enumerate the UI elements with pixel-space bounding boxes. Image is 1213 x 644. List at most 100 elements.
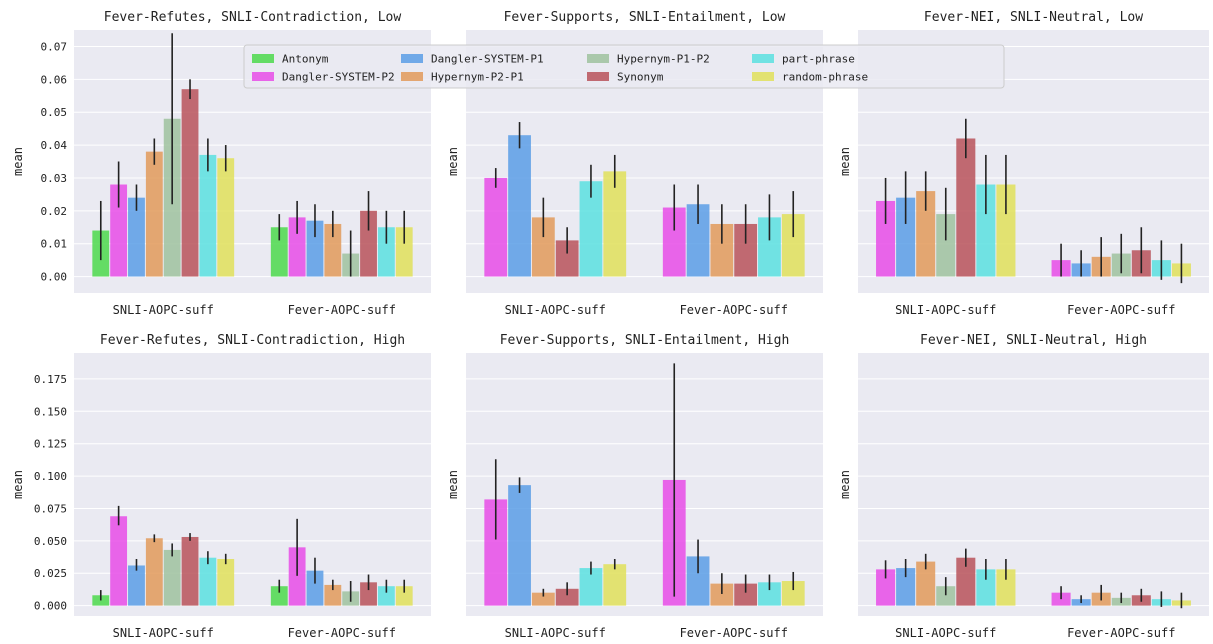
legend-entry-dangler-system-p2: Dangler-SYSTEM-P2	[282, 71, 395, 84]
y-tick-label: 0.03	[41, 172, 68, 185]
bar-random-phrase	[395, 227, 413, 277]
bar-dangler-system-p1	[508, 135, 531, 277]
y-axis-label: mean	[446, 147, 460, 176]
bar-part-phrase	[758, 217, 781, 277]
bar-random-phrase	[603, 171, 627, 277]
bar-hypernym-p2-p1	[531, 217, 555, 277]
bar-part-phrase	[377, 227, 395, 277]
y-axis-label: mean	[11, 147, 25, 176]
bar-dangler-system-p2	[876, 200, 896, 277]
x-category-label: Fever-AOPC-suff	[288, 626, 396, 640]
bar-dangler-system-p2	[288, 547, 306, 606]
bar-synonym	[360, 210, 377, 277]
legend-entry-antonym: Antonym	[282, 53, 329, 66]
y-tick-label: 0.025	[34, 567, 67, 580]
bar-hypernym-p1-p2	[936, 586, 956, 606]
legend-swatch-random-phrase	[752, 72, 774, 81]
bar-part-phrase	[758, 582, 781, 606]
legend-swatch-synonym	[587, 72, 609, 81]
x-category-label: SNLI-AOPC-suff	[505, 626, 606, 640]
legend-entry-random-phrase: random-phrase	[782, 71, 868, 84]
bar-dangler-system-p1	[306, 220, 324, 277]
chart-title: Fever-NEI, SNLI-Neutral, Low	[924, 10, 1143, 25]
y-axis-label: mean	[11, 470, 25, 499]
bar-part-phrase	[199, 557, 217, 606]
bar-hypernym-p2-p1	[145, 151, 163, 277]
chart-panel-4: 0.000 0.025 0.050 0.075 0.100 0.125 0.150 0.175…	[11, 333, 431, 640]
plot-background	[74, 353, 431, 616]
bar-hypernym-p2-p1	[916, 561, 936, 606]
y-tick-label: 0.00	[41, 271, 68, 284]
bar-dangler-system-p2	[484, 499, 508, 606]
bar-dangler-system-p1	[306, 570, 324, 606]
bar-hypernym-p2-p1	[916, 191, 936, 277]
bar-dangler-system-p2	[662, 207, 686, 277]
y-tick-label: 0.02	[41, 205, 68, 218]
legend-entry-synonym: Synonym	[617, 71, 664, 84]
bar-random-phrase	[395, 586, 413, 606]
bar-part-phrase	[579, 568, 603, 606]
x-category-label: SNLI-AOPC-suff	[895, 303, 996, 317]
legend-entry-hypernym-p1-p2: Hypernym-P1-P2	[617, 53, 710, 66]
legend-entry-part-phrase: part-phrase	[782, 53, 855, 66]
chart-title: Fever-Refutes, SNLI-Contradiction, High	[100, 333, 405, 348]
bar-part-phrase	[976, 569, 996, 606]
bar-part-phrase	[976, 184, 996, 277]
chart-panel-5: Fever-Supports, SNLI-Entailment, High mea…	[446, 333, 823, 640]
bar-dangler-system-p1	[686, 204, 710, 277]
bar-synonym	[956, 557, 976, 606]
y-tick-label: 0.175	[34, 373, 67, 386]
bar-dangler-system-p1	[508, 485, 531, 606]
bar-part-phrase	[579, 181, 603, 277]
y-tick-label: 0.01	[41, 238, 68, 251]
legend-swatch-dangler-system-p1	[401, 54, 423, 63]
bar-hypernym-p1-p2	[936, 214, 956, 277]
bar-synonym	[734, 223, 758, 277]
bar-dangler-system-p2	[288, 217, 306, 277]
x-category-label: SNLI-AOPC-suff	[113, 626, 214, 640]
bar-hypernym-p2-p1	[145, 538, 163, 606]
y-tick-label: 0.05	[41, 106, 68, 119]
legend-swatch-part-phrase	[752, 54, 774, 63]
bar-synonym	[555, 588, 579, 606]
bar-dangler-system-p2	[876, 569, 896, 606]
bar-dangler-system-p2	[110, 516, 128, 606]
bar-synonym	[181, 536, 199, 606]
bar-dangler-system-p1	[128, 197, 145, 277]
bar-antonym	[270, 586, 288, 606]
x-category-label: SNLI-AOPC-suff	[113, 303, 214, 317]
bar-hypernym-p2-p1	[710, 583, 734, 606]
legend-swatch-hypernym-p2-p1	[401, 72, 423, 81]
y-axis-label: mean	[838, 147, 852, 176]
x-category-label: SNLI-AOPC-suff	[505, 303, 606, 317]
y-tick-label: 0.07	[41, 40, 68, 53]
bar-dangler-system-p1	[128, 565, 145, 606]
bar-random-phrase	[996, 184, 1016, 277]
y-tick-label: 0.100	[34, 470, 67, 483]
x-category-label: SNLI-AOPC-suff	[895, 626, 996, 640]
y-tick-label: 0.06	[41, 73, 68, 86]
y-axis-label: mean	[838, 470, 852, 499]
x-category-label: Fever-AOPC-suff	[1067, 626, 1175, 640]
legend-entry-dangler-system-p1: Dangler-SYSTEM-P1	[431, 53, 544, 66]
bar-random-phrase	[603, 564, 627, 606]
bar-synonym	[734, 583, 758, 606]
bar-dangler-system-p1	[896, 568, 916, 606]
legend-swatch-hypernym-p1-p2	[587, 54, 609, 63]
bar-random-phrase	[781, 581, 805, 606]
bar-hypernym-p2-p1	[324, 223, 342, 277]
bar-antonym	[270, 227, 288, 277]
bar-hypernym-p2-p1	[324, 584, 342, 606]
x-category-label: Fever-AOPC-suff	[288, 303, 396, 317]
y-tick-label: 0.125	[34, 438, 67, 451]
bar-dangler-system-p1	[686, 556, 710, 606]
bar-random-phrase	[217, 558, 235, 606]
x-category-label: Fever-AOPC-suff	[680, 626, 788, 640]
bar-dangler-system-p2	[484, 177, 508, 277]
legend-frame	[243, 44, 1005, 89]
bar-hypernym-p2-p1	[710, 223, 734, 277]
bar-dangler-system-p1	[896, 197, 916, 277]
bar-random-phrase	[217, 158, 235, 277]
y-tick-label: 0.000	[34, 600, 67, 613]
legend-swatch-antonym	[252, 54, 274, 63]
